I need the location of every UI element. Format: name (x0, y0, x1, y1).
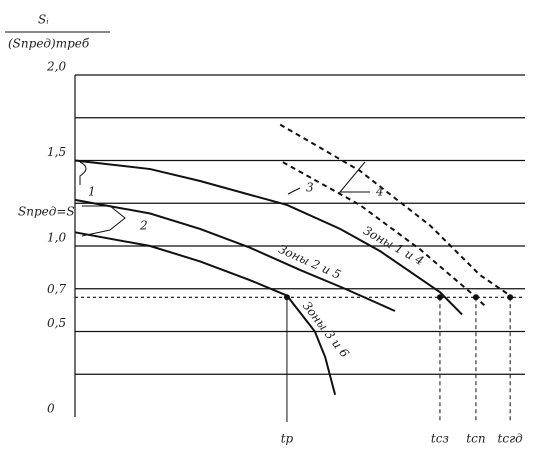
x-tick-label: tр (281, 432, 294, 446)
curve (279, 123, 511, 297)
curve-label: Зоны 2 и 5 (276, 242, 343, 282)
curve-label: Зоны 3 и 6 (300, 299, 352, 361)
y-tick-label: 0 (47, 402, 55, 416)
point (283, 294, 290, 301)
leader (287, 187, 301, 195)
y-title-numerator: Sᵢ (38, 13, 49, 27)
y-tick-label: 0,5 (47, 316, 66, 330)
y-tick-label: 1,0 (47, 231, 66, 245)
curve (74, 159, 463, 316)
annotation: 2 (139, 219, 148, 233)
leader (338, 161, 370, 193)
point (472, 294, 479, 301)
leader (81, 205, 126, 237)
curve (74, 198, 396, 312)
y-left-label: Sпред=S (18, 204, 75, 218)
leader (79, 161, 87, 185)
y-tick-label: 2,0 (46, 60, 66, 74)
y-title-denominator: (Sпред)треб (8, 37, 90, 51)
x-tick-label: tсгд (498, 432, 524, 446)
point (507, 294, 514, 301)
annotation: 3 (306, 181, 314, 195)
y-tick-label: 1,5 (47, 145, 66, 159)
x-tick-label: tсп (466, 432, 485, 446)
point (436, 294, 443, 301)
annotation: 4 (375, 185, 384, 199)
annotation: 1 (88, 185, 96, 199)
x-tick-label: tсз (431, 432, 449, 446)
curve (74, 231, 337, 396)
y-tick-label: 0,7 (47, 282, 66, 296)
